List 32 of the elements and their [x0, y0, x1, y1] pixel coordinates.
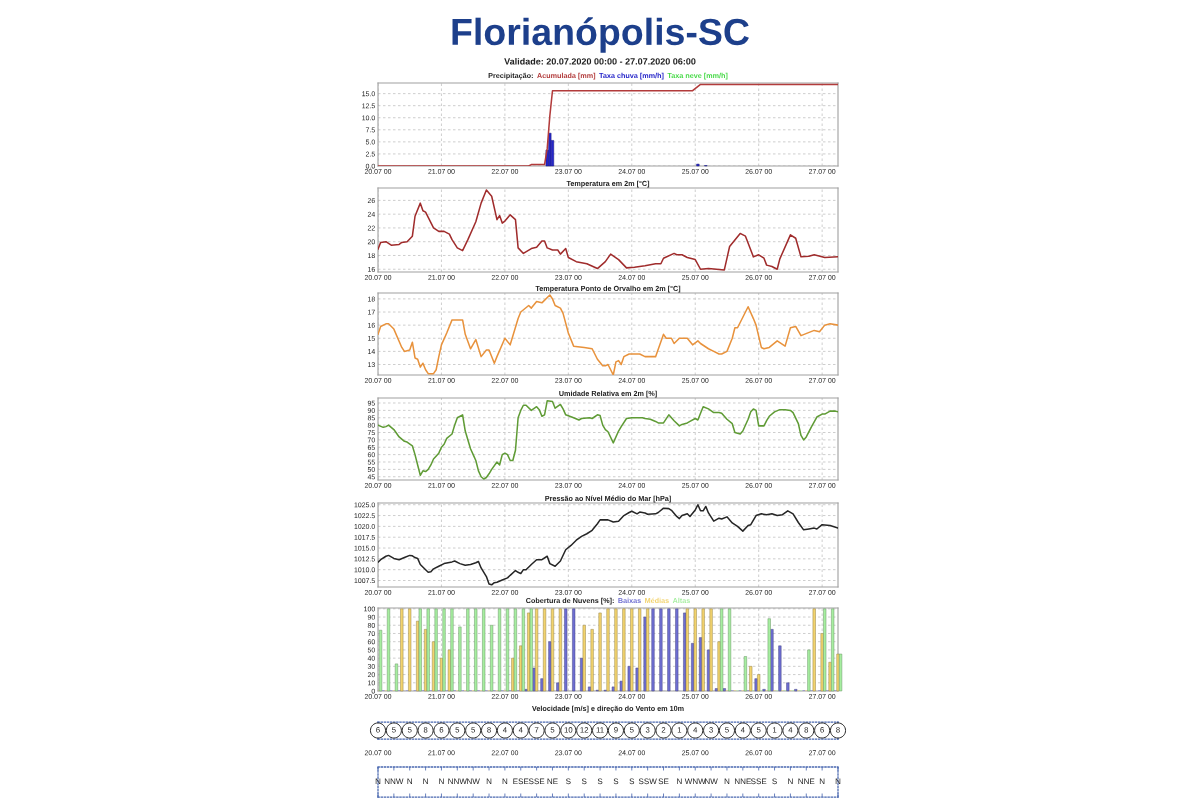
category-label: N — [486, 778, 492, 785]
category-label: N — [439, 778, 444, 785]
category-label: N — [502, 778, 508, 785]
category-label: NNE — [798, 778, 815, 785]
category-label: WNW — [684, 778, 706, 785]
category-label: SE — [658, 778, 669, 785]
category-label: SSW — [638, 778, 657, 785]
category-label: N — [407, 778, 412, 785]
category-label: S — [772, 778, 777, 785]
category-label: S — [629, 778, 635, 785]
category-label: N — [724, 778, 730, 785]
category-label: N — [677, 778, 682, 785]
text: Florianópolis-SC — [452, 17, 749, 53]
category-label: N — [375, 778, 381, 785]
text: Validade: 20.07.2020 00:00 - 27.07.2020 06:00 — [504, 57, 696, 65]
category-label: ESE — [513, 778, 529, 785]
category-label: NW — [705, 778, 718, 785]
category-label: NNW — [448, 778, 467, 785]
category-label: S — [613, 778, 619, 785]
category-label: NW — [467, 778, 480, 785]
category-label: S — [566, 778, 571, 785]
category-label: NE — [547, 778, 558, 785]
category-label: S — [597, 778, 603, 785]
category-label: S — [581, 778, 587, 785]
category-label: N — [788, 778, 793, 785]
category-label: NNW — [384, 778, 404, 785]
category-label: N — [423, 778, 428, 785]
category-label: NNE — [734, 778, 751, 785]
category-label: SSE — [751, 778, 767, 785]
category-label: SSE — [528, 778, 545, 785]
category-label: N — [819, 778, 825, 785]
category-label: N — [835, 778, 841, 785]
